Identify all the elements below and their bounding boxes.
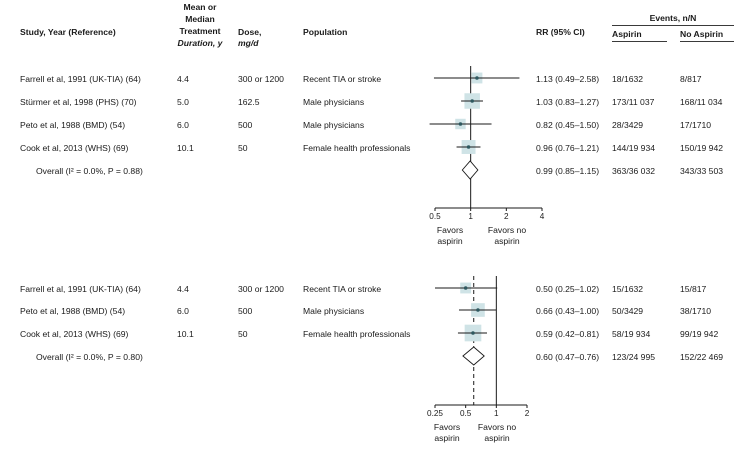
p2-row1-duration: 4.4 xyxy=(177,284,189,294)
p1-study-point-2 xyxy=(470,99,474,103)
p2-row1-population: Recent TIA or stroke xyxy=(303,284,382,294)
events-header-rule xyxy=(612,25,734,26)
p2-row3-duration: 10.1 xyxy=(177,329,194,339)
p2-row1-aspirin: 15/1632 xyxy=(612,284,644,294)
p2-row3-population: Female health professionals xyxy=(303,329,411,339)
p1-overall-rr: 0.99 (0.85–1.15) xyxy=(536,166,600,176)
p1-row2-population: Male physicians xyxy=(303,97,365,107)
p1-row1-study: Farrell et al, 1991 (UK-TIA) (64) xyxy=(20,74,141,84)
p1-tick-label-4: 4 xyxy=(540,212,545,221)
p2-favors-left-2: aspirin xyxy=(434,433,460,443)
p1-favors-left-2: aspirin xyxy=(437,236,463,246)
p1-row3-dose: 500 xyxy=(238,120,253,130)
p1-row3-no-aspirin: 17/1710 xyxy=(680,120,712,130)
p1-row2-duration: 5.0 xyxy=(177,97,189,107)
p2-overall-rr: 0.60 (0.47–0.76) xyxy=(536,352,600,362)
header-dose-2: mg/d xyxy=(238,38,259,48)
p1-row2-no-aspirin: 168/11 034 xyxy=(680,97,723,107)
p1-row1-dose: 300 or 1200 xyxy=(238,74,284,84)
p1-row3-rr: 0.82 (0.45–1.50) xyxy=(536,120,600,130)
p1-overall-no-aspirin: 343/33 503 xyxy=(680,166,724,176)
p2-row2-dose: 500 xyxy=(238,306,253,316)
header-duration-1: Mean or xyxy=(183,2,217,12)
p1-row4-rr: 0.96 (0.76–1.21) xyxy=(536,143,600,153)
p2-favors-left-1: Favors xyxy=(433,422,461,432)
p1-row2-dose: 162.5 xyxy=(238,97,260,107)
p2-row2-no-aspirin: 38/1710 xyxy=(680,306,712,316)
p1-tick-label-1: 0.5 xyxy=(429,212,441,221)
p2-row1-rr: 0.50 (0.25–1.02) xyxy=(536,284,600,294)
p1-overall-aspirin: 363/36 032 xyxy=(612,166,656,176)
header-events: Events, n/N xyxy=(649,13,697,23)
p1-tick-label-2: 1 xyxy=(468,212,473,221)
p2-favors-right-2: aspirin xyxy=(484,433,510,443)
p1-favors-right-2: aspirin xyxy=(494,236,520,246)
p1-favors-left-1: Favors xyxy=(436,225,464,235)
p2-tick-label-3: 1 xyxy=(494,409,499,418)
p1-row3-duration: 6.0 xyxy=(177,120,189,130)
p1-row4-dose: 50 xyxy=(238,143,248,153)
p2-row3-study: Cook et al, 2013 (WHS) (69) xyxy=(20,329,129,339)
p1-row1-no-aspirin: 8/817 xyxy=(680,74,702,84)
p2-row1-no-aspirin: 15/817 xyxy=(680,284,707,294)
p2-row2-population: Male physicians xyxy=(303,306,365,316)
p2-row1-study: Farrell et al, 1991 (UK-TIA) (64) xyxy=(20,284,141,294)
p2-row3-rr: 0.59 (0.42–0.81) xyxy=(536,329,600,339)
p2-study-point-2 xyxy=(476,308,480,312)
p2-overall-aspirin: 123/24 995 xyxy=(612,352,656,362)
p2-row2-rr: 0.66 (0.43–1.00) xyxy=(536,306,600,316)
p1-row1-duration: 4.4 xyxy=(177,74,189,84)
p1-study-point-3 xyxy=(458,122,463,126)
p1-row3-aspirin: 28/3429 xyxy=(612,120,644,130)
no-aspirin-rule xyxy=(680,41,734,42)
p2-row2-study: Peto et al, 1988 (BMD) (54) xyxy=(20,306,126,316)
header-aspirin: Aspirin xyxy=(612,29,642,39)
p1-favors-right-1: Favors no xyxy=(487,225,527,235)
p1-row4-duration: 10.1 xyxy=(177,143,194,153)
p2-overall-label: Overall (I² = 0.0%, P = 0.80) xyxy=(36,352,143,362)
p1-row3-study: Peto et al, 1988 (BMD) (54) xyxy=(20,120,126,130)
p2-tick-label-4: 2 xyxy=(525,409,530,418)
header-no-aspirin: No Aspirin xyxy=(680,29,724,39)
p2-study-point-1 xyxy=(463,286,468,290)
p2-row3-dose: 50 xyxy=(238,329,248,339)
p1-row4-study: Cook et al, 2013 (WHS) (69) xyxy=(20,143,129,153)
p2-row1-dose: 300 or 1200 xyxy=(238,284,284,294)
p2-row3-no-aspirin: 99/19 942 xyxy=(680,329,719,339)
p1-row4-aspirin: 144/19 934 xyxy=(612,143,656,153)
p2-study-point-3 xyxy=(471,331,475,335)
p2-overall-diamond xyxy=(462,346,485,366)
header-study: Study, Year (Reference) xyxy=(20,27,116,37)
p2-row2-aspirin: 50/3429 xyxy=(612,306,644,316)
p2-overall-no-aspirin: 152/22 469 xyxy=(680,352,724,362)
p1-row2-aspirin: 173/11 037 xyxy=(612,97,655,107)
p1-row4-no-aspirin: 150/19 942 xyxy=(680,143,724,153)
p1-row2-rr: 1.03 (0.83–1.27) xyxy=(536,97,600,107)
p1-row1-aspirin: 18/1632 xyxy=(612,74,644,84)
p1-row2-study: Stürmer et al, 1998 (PHS) (70) xyxy=(20,97,137,107)
p1-tick-label-3: 2 xyxy=(504,212,509,221)
header-population: Population xyxy=(303,27,348,37)
header-rr: RR (95% CI) xyxy=(536,27,585,37)
p2-tick-label-2: 0.5 xyxy=(460,409,472,418)
header-dose-1: Dose, xyxy=(238,27,262,37)
p1-row1-population: Recent TIA or stroke xyxy=(303,74,382,84)
p1-study-point-1 xyxy=(475,76,479,80)
p1-overall-label: Overall (I² = 0.0%, P = 0.88) xyxy=(36,166,143,176)
header-duration-4: Duration, y xyxy=(177,38,223,48)
p2-favors-right-1: Favors no xyxy=(477,422,517,432)
p1-study-point-4 xyxy=(466,145,471,149)
p2-row3-aspirin: 58/19 934 xyxy=(612,329,651,339)
p1-row3-population: Male physicians xyxy=(303,120,365,130)
p1-overall-diamond xyxy=(461,160,479,180)
p1-row1-rr: 1.13 (0.49–2.58) xyxy=(536,74,600,84)
p2-row2-duration: 6.0 xyxy=(177,306,189,316)
aspirin-rule xyxy=(612,41,667,42)
p2-tick-label-1: 0.25 xyxy=(427,409,443,418)
p1-row4-population: Female health professionals xyxy=(303,143,411,153)
header-duration-2: Median xyxy=(185,14,215,24)
header-duration-3: Treatment xyxy=(179,26,221,36)
